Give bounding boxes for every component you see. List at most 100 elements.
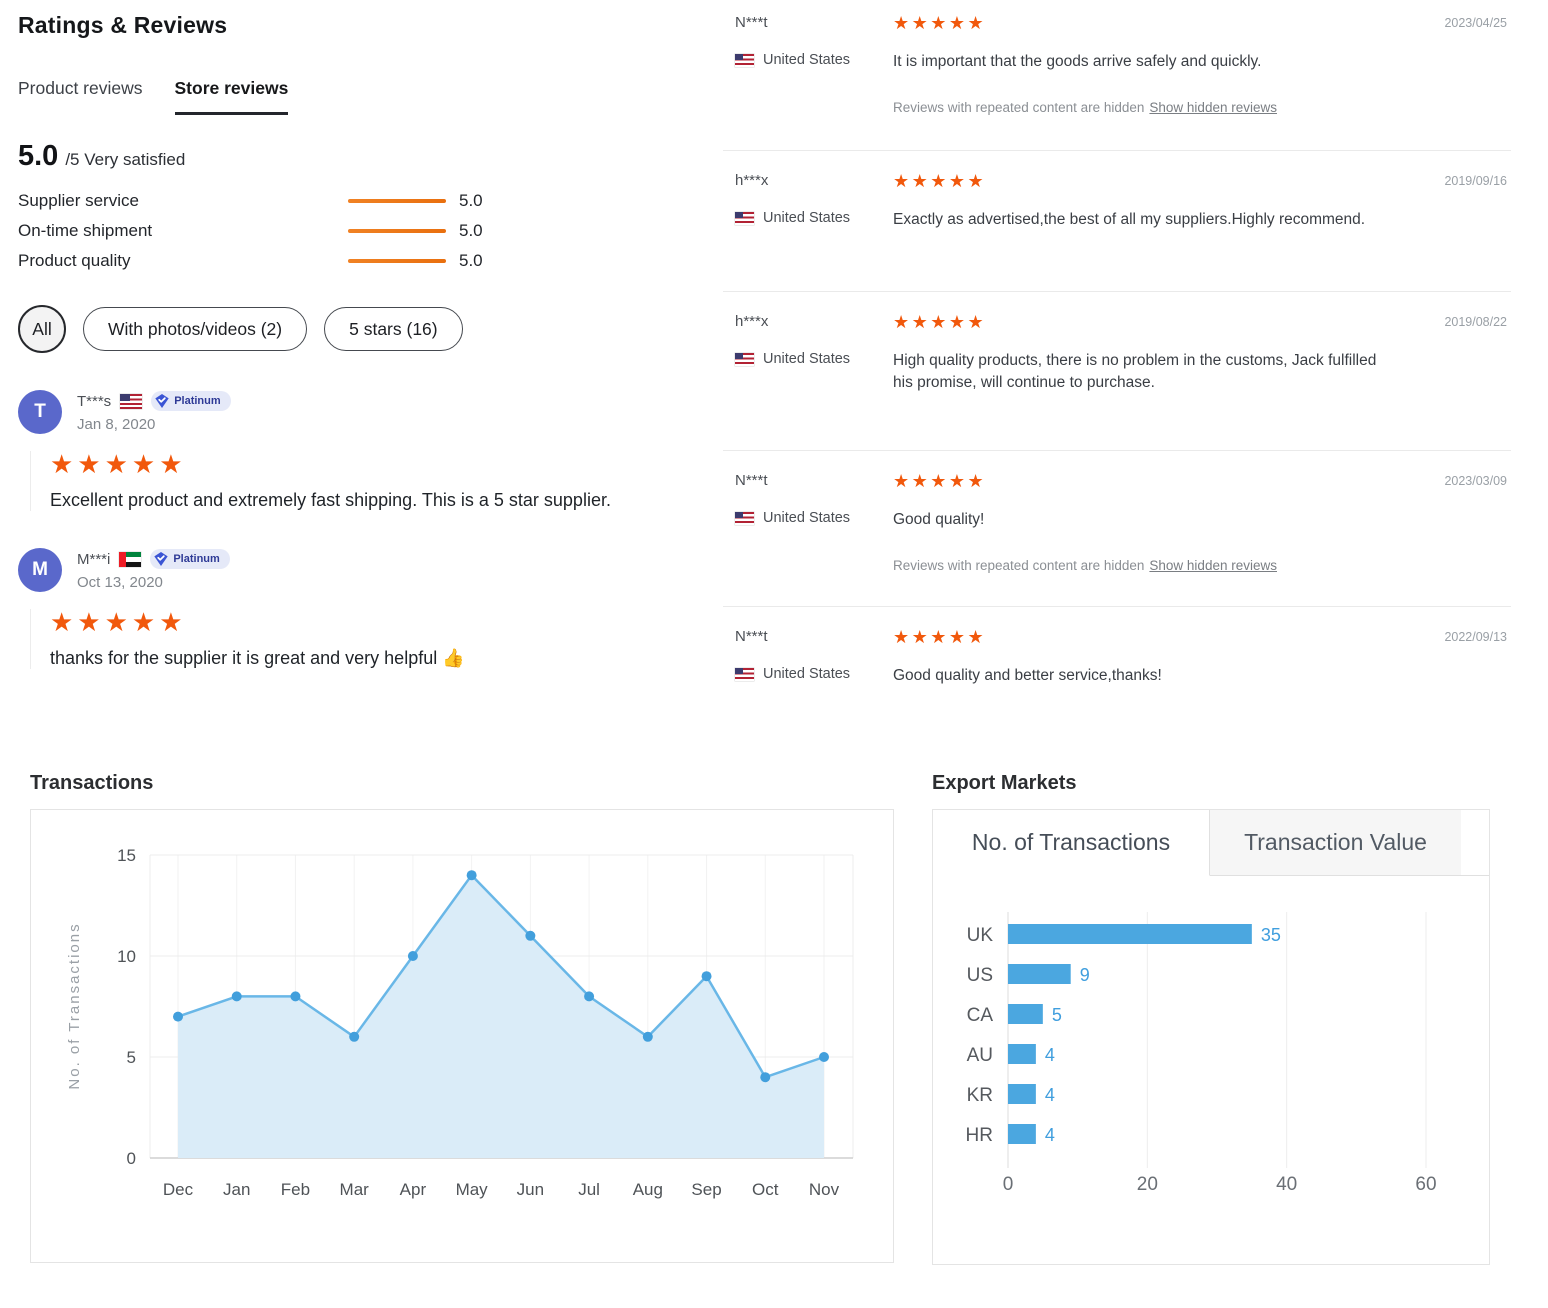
review-date: 2019/08/22 bbox=[1444, 315, 1507, 329]
hidden-reviews-note: Reviews with repeated content are hidden bbox=[893, 558, 1145, 574]
show-hidden-reviews-link[interactable]: Show hidden reviews bbox=[1149, 100, 1277, 116]
filter-chip-all[interactable]: All bbox=[18, 305, 66, 353]
uae-flag-icon bbox=[119, 551, 142, 567]
svg-text:No. of Transactions: No. of Transactions bbox=[66, 922, 83, 1089]
reviewer-country: United States bbox=[763, 52, 851, 68]
reviewer-country: United States bbox=[763, 510, 851, 526]
svg-text:4: 4 bbox=[1045, 1085, 1055, 1105]
review-text: Good quality and better service,thanks! bbox=[893, 667, 1162, 684]
filter-chip-photos-videos[interactable]: With photos/videos (2) bbox=[83, 307, 308, 351]
reviewer-country: United States bbox=[763, 351, 851, 367]
tab-store-reviews[interactable]: Store reviews bbox=[174, 78, 289, 115]
svg-text:May: May bbox=[456, 1180, 489, 1199]
transactions-title: Transactions bbox=[30, 772, 154, 794]
export-markets-bar-chart: 0 20 40 60 UK 35 US 9 CA 5 AU 4 KR 4 HR 4 bbox=[966, 912, 1437, 1195]
review-date: 2019/09/16 bbox=[1444, 174, 1507, 188]
store-review-item: T T***s Platinum Jan 8, 2020 ★★★★★ Excel bbox=[18, 390, 710, 511]
show-hidden-reviews-link[interactable]: Show hidden reviews bbox=[1149, 558, 1277, 574]
svg-text:KR: KR bbox=[967, 1085, 993, 1106]
svg-text:15: 15 bbox=[117, 846, 136, 865]
review-date: Oct 13, 2020 bbox=[77, 574, 163, 591]
star-rating: ★★★★★ bbox=[893, 13, 987, 33]
svg-text:Jun: Jun bbox=[517, 1180, 544, 1199]
metric-value: 5.0 bbox=[459, 251, 483, 270]
svg-text:Aug: Aug bbox=[633, 1180, 663, 1199]
reviewer-name: M***i bbox=[77, 550, 111, 568]
metric-product-quality: Product quality 5.0 bbox=[18, 246, 490, 276]
reviewer-name: N***t bbox=[735, 472, 768, 489]
svg-text:Oct: Oct bbox=[752, 1180, 779, 1199]
review-date: Jan 8, 2020 bbox=[77, 416, 156, 433]
review-date: 2023/03/09 bbox=[1444, 474, 1507, 488]
review-row: h***x United States ★★★★★ High quality p… bbox=[723, 292, 1511, 451]
reviewer-name: N***t bbox=[735, 14, 768, 31]
export-markets-title: Export Markets bbox=[932, 772, 1077, 794]
tab-transaction-value[interactable]: Transaction Value bbox=[1210, 810, 1461, 875]
diamond-check-icon bbox=[154, 552, 169, 566]
overall-score: 5.0 /5 Very satisfied bbox=[18, 140, 710, 173]
review-row: N***t United States ★★★★★ It is importan… bbox=[723, 4, 1511, 151]
review-text: High quality products, there is no probl… bbox=[893, 352, 1377, 392]
metric-supplier-service: Supplier service 5.0 bbox=[18, 186, 490, 216]
reviewer-name: h***x bbox=[735, 313, 769, 330]
reviewer-country: United States bbox=[763, 666, 851, 682]
metric-label: Product quality bbox=[18, 251, 131, 270]
transactions-line-chart: 0 5 10 15 Dec Jan Feb Mar Apr May Jun Jul Aug Sep Oct N… bbox=[66, 846, 854, 1199]
transactions-chart: 0 5 10 15 Dec Jan Feb Mar Apr May Jun Jul Aug Sep Oct N… bbox=[30, 809, 894, 1263]
svg-text:Mar: Mar bbox=[340, 1180, 370, 1199]
metric-label: On-time shipment bbox=[18, 221, 153, 240]
svg-text:Feb: Feb bbox=[281, 1180, 310, 1199]
review-text: Exactly as advertised,the best of all my… bbox=[893, 211, 1366, 228]
svg-text:4: 4 bbox=[1045, 1125, 1055, 1145]
store-review-item: M M***i Platinum Oct 13, 2020 ★★★★★ than bbox=[18, 548, 710, 669]
svg-text:AU: AU bbox=[967, 1045, 993, 1066]
ratings-summary-column: Ratings & Reviews Product reviews Store … bbox=[18, 12, 710, 669]
svg-text:10: 10 bbox=[117, 947, 136, 966]
tab-no-of-transactions[interactable]: No. of Transactions bbox=[933, 810, 1210, 876]
metric-value: 5.0 bbox=[459, 191, 483, 210]
page-title: Ratings & Reviews bbox=[18, 12, 228, 38]
review-text: Excellent product and extremely fast shi… bbox=[50, 490, 611, 510]
svg-text:40: 40 bbox=[1276, 1174, 1297, 1195]
star-rating: ★★★★★ bbox=[50, 607, 187, 637]
review-date: 2022/09/13 bbox=[1444, 630, 1507, 644]
svg-text:CA: CA bbox=[967, 1005, 994, 1026]
reviewer-name: h***x bbox=[735, 172, 769, 189]
star-rating: ★★★★★ bbox=[893, 312, 987, 332]
svg-text:HR: HR bbox=[966, 1125, 993, 1146]
svg-text:Jul: Jul bbox=[578, 1180, 600, 1199]
us-flag-icon bbox=[120, 393, 143, 409]
svg-text:35: 35 bbox=[1261, 925, 1281, 945]
store-reviews-list: N***t United States ★★★★★ It is importan… bbox=[723, 4, 1511, 707]
reviews-tabs: Product reviews Store reviews bbox=[18, 78, 710, 115]
svg-text:Apr: Apr bbox=[400, 1180, 427, 1199]
us-flag-icon bbox=[735, 352, 754, 366]
svg-text:US: US bbox=[967, 965, 993, 986]
svg-text:9: 9 bbox=[1080, 965, 1090, 985]
score-value: 5.0 bbox=[18, 140, 59, 172]
export-markets-tabs: No. of Transactions Transaction Value bbox=[933, 810, 1489, 876]
filter-chip-5-stars[interactable]: 5 stars (16) bbox=[324, 307, 463, 351]
svg-text:60: 60 bbox=[1415, 1174, 1436, 1195]
hidden-reviews-note: Reviews with repeated content are hidden bbox=[893, 100, 1145, 116]
svg-text:20: 20 bbox=[1137, 1174, 1158, 1195]
metric-label: Supplier service bbox=[18, 191, 139, 210]
transactions-section: Transactions 0 5 10 15 Dec Jan Feb Mar Apr May Jun… bbox=[30, 772, 894, 1263]
us-flag-icon bbox=[735, 53, 754, 67]
score-suffix: /5 Very satisfied bbox=[65, 150, 186, 169]
metric-value: 5.0 bbox=[459, 221, 483, 240]
metric-ontime-shipment: On-time shipment 5.0 bbox=[18, 216, 490, 246]
review-text: It is important that the goods arrive sa… bbox=[893, 53, 1262, 70]
svg-text:Dec: Dec bbox=[163, 1180, 194, 1199]
svg-text:5: 5 bbox=[1052, 1005, 1062, 1025]
avatar: T bbox=[18, 390, 62, 434]
metric-bar bbox=[348, 229, 446, 233]
svg-text:UK: UK bbox=[967, 925, 994, 946]
svg-text:0: 0 bbox=[1003, 1174, 1014, 1195]
tab-product-reviews[interactable]: Product reviews bbox=[18, 78, 143, 98]
reviewer-country: United States bbox=[763, 210, 851, 226]
review-header: T T***s Platinum Jan 8, 2020 bbox=[18, 390, 710, 434]
export-markets-panel: No. of Transactions Transaction Value 0 2… bbox=[932, 809, 1490, 1265]
review-text: Good quality! bbox=[893, 511, 985, 528]
